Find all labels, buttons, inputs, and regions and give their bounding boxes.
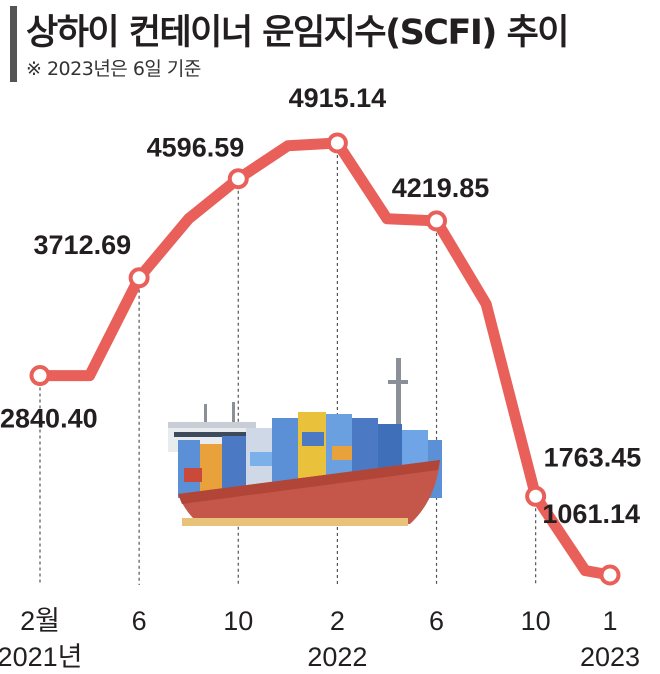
data-point-marker <box>227 168 249 190</box>
year-label: 2023 <box>580 642 640 672</box>
data-markers <box>29 132 621 586</box>
x-tick-label: 6 <box>132 606 147 636</box>
data-point-marker <box>426 210 448 232</box>
x-tick-label: 10 <box>521 606 551 636</box>
value-label: 3712.69 <box>34 230 132 260</box>
value-label: 1763.45 <box>544 442 642 472</box>
value-label: 4596.59 <box>147 133 245 163</box>
container-ship-illustration <box>168 358 442 526</box>
data-point-marker <box>525 485 547 507</box>
data-point-marker <box>326 132 348 154</box>
value-label: 1061.14 <box>542 499 640 529</box>
x-tick-labels: 2월 6 10 2 6 10 1 <box>20 606 617 636</box>
x-tick-label: 10 <box>223 606 253 636</box>
x-tick-label: 2 <box>330 606 345 636</box>
data-point-marker <box>128 267 150 289</box>
data-point-marker <box>599 564 621 586</box>
x-tick-label: 6 <box>429 606 444 636</box>
title-accent-bar <box>10 6 17 82</box>
value-label: 4915.14 <box>289 83 387 113</box>
year-label: 2022 <box>307 642 367 672</box>
chart-title: 상하이 컨테이너 운임지수(SCFI) 추이 <box>26 13 569 53</box>
value-label: 4219.85 <box>392 173 490 203</box>
year-labels: 2021년 2022 2023 <box>0 642 640 672</box>
value-label: 2840.40 <box>0 404 98 434</box>
x-tick-label: 1 <box>602 606 617 636</box>
year-label: 2021년 <box>0 642 82 672</box>
data-point-marker <box>29 365 51 387</box>
value-labels: 2840.40 3712.69 4596.59 4915.14 4219.85 1763.… <box>0 83 641 529</box>
chart-note: ※ 2023년은 6일 기준 <box>26 58 201 80</box>
x-tick-label: 2월 <box>20 606 60 636</box>
